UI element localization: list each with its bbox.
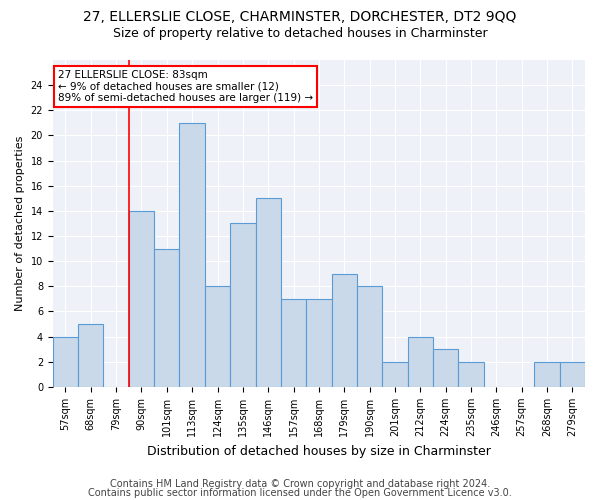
Text: 27 ELLERSLIE CLOSE: 83sqm
← 9% of detached houses are smaller (12)
89% of semi-d: 27 ELLERSLIE CLOSE: 83sqm ← 9% of detach… <box>58 70 313 103</box>
Bar <box>129 211 154 387</box>
Bar <box>306 299 332 387</box>
Bar <box>256 198 281 387</box>
Bar <box>230 224 256 387</box>
Text: 27, ELLERSLIE CLOSE, CHARMINSTER, DORCHESTER, DT2 9QQ: 27, ELLERSLIE CLOSE, CHARMINSTER, DORCHE… <box>83 10 517 24</box>
Bar <box>560 362 585 387</box>
Bar <box>433 349 458 387</box>
Bar <box>382 362 407 387</box>
Text: Contains public sector information licensed under the Open Government Licence v3: Contains public sector information licen… <box>88 488 512 498</box>
Text: Size of property relative to detached houses in Charminster: Size of property relative to detached ho… <box>113 28 487 40</box>
Bar <box>357 286 382 387</box>
Bar <box>458 362 484 387</box>
Bar <box>535 362 560 387</box>
X-axis label: Distribution of detached houses by size in Charminster: Distribution of detached houses by size … <box>147 444 491 458</box>
Bar <box>407 336 433 387</box>
Bar <box>78 324 103 387</box>
Text: Contains HM Land Registry data © Crown copyright and database right 2024.: Contains HM Land Registry data © Crown c… <box>110 479 490 489</box>
Bar <box>179 123 205 387</box>
Y-axis label: Number of detached properties: Number of detached properties <box>15 136 25 311</box>
Bar <box>53 336 78 387</box>
Bar <box>281 299 306 387</box>
Bar <box>332 274 357 387</box>
Bar <box>154 248 179 387</box>
Bar <box>205 286 230 387</box>
